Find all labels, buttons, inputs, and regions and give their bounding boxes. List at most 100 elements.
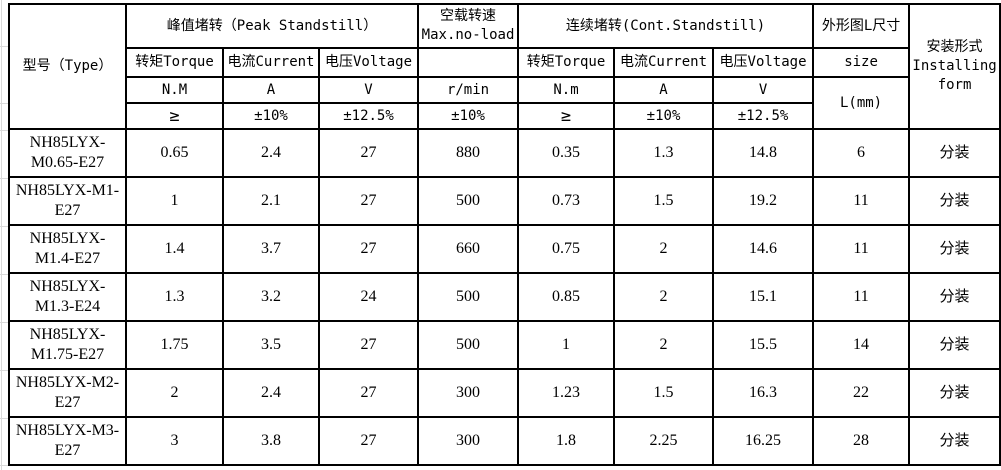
sheet-gridline <box>0 465 8 466</box>
cont-current-cell: 1.3 <box>613 128 715 178</box>
cont-voltage-cell: 15.5 <box>712 320 815 370</box>
cont-torque-header: 转矩Torque <box>517 47 616 78</box>
cont-torque-cell: 0.75 <box>517 224 616 274</box>
no-load-speed-cell: 500 <box>417 176 520 226</box>
cont-torque-cell: 0.35 <box>517 128 616 178</box>
cont-voltage-tolerance: ±12.5% <box>712 102 815 130</box>
no-load-spacer-cell <box>417 47 520 78</box>
cont-voltage-cell: 14.6 <box>712 224 815 274</box>
peak-current-cell: 2.4 <box>222 368 320 418</box>
peak-voltage-header: 电压Voltage <box>317 47 420 78</box>
cont-current-cell: 2.25 <box>613 416 715 466</box>
install-label-en1: Installing <box>912 58 997 75</box>
peak-torque-unit: N.M <box>125 76 224 104</box>
l-size-cell: 28 <box>812 416 911 466</box>
peak-current-tolerance: ±10% <box>222 102 320 130</box>
peak-current-cell: 2.4 <box>222 128 320 178</box>
type-cell: NH85LYX-M1-E27 <box>8 176 127 226</box>
type-cell: NH85LYX-M0.65-E27 <box>8 128 127 178</box>
cont-current-cell: 2 <box>613 320 715 370</box>
peak-voltage-cell: 27 <box>317 416 420 466</box>
no-load-unit: r/min <box>417 76 520 104</box>
type-cell: NH85LYX-M2-E27 <box>8 368 127 418</box>
peak-current-header: 电流Current <box>222 47 320 78</box>
no-load-speed-cell: 880 <box>417 128 520 178</box>
peak-torque-cell: 3 <box>125 416 224 466</box>
header-row-measures: 转矩Torque 电流Current 电压Voltage 转矩Torque 电流… <box>9 47 1000 78</box>
no-load-label-cn: 空载转速 <box>440 8 497 25</box>
col-header-outline-size: 外形图L尺寸 <box>812 3 911 49</box>
l-size-cell: 22 <box>812 368 911 418</box>
table-row: NH85LYX-M1.75-E27 1.75 3.5 27 500 1 2 15… <box>8 320 1001 370</box>
cont-voltage-unit: V <box>712 76 815 104</box>
table-row: NH85LYX-M0.65-E27 0.65 2.4 27 880 0.35 1… <box>8 128 1001 178</box>
cont-voltage-cell: 16.25 <box>712 416 815 466</box>
no-load-speed-cell: 660 <box>417 224 520 274</box>
peak-torque-cell: 1.75 <box>125 320 224 370</box>
col-group-peak-standstill: 峰值堵转（Peak Standstill） <box>124 3 420 49</box>
l-size-cell: 11 <box>812 224 911 274</box>
sheet-gridline <box>0 46 8 47</box>
peak-torque-tolerance: ≥ <box>125 102 224 130</box>
type-cell: NH85LYX-M1.75-E27 <box>8 320 127 370</box>
peak-torque-cell: 1 <box>125 176 224 226</box>
cont-voltage-cell: 15.1 <box>712 272 815 322</box>
type-cell: NH85LYX-M1.4-E27 <box>8 224 127 274</box>
no-load-tolerance: ±10% <box>417 102 520 130</box>
installing-form-cell: 分装 <box>908 128 1001 178</box>
peak-current-cell: 3.8 <box>222 416 320 466</box>
l-mm-unit: L(mm) <box>812 76 911 130</box>
no-load-label-en: Max.no-load <box>421 27 515 43</box>
cont-torque-cell: 1 <box>517 320 616 370</box>
cont-torque-cell: 0.73 <box>517 176 616 226</box>
peak-torque-cell: 0.65 <box>125 128 224 178</box>
peak-current-unit: A <box>222 76 320 104</box>
cont-voltage-cell: 16.3 <box>712 368 815 418</box>
peak-current-cell: 3.2 <box>222 272 320 322</box>
no-load-speed-cell: 500 <box>417 320 520 370</box>
size-header: size <box>812 47 911 78</box>
l-size-cell: 11 <box>812 272 911 322</box>
peak-current-cell: 2.1 <box>222 176 320 226</box>
sheet-gridline-vertical <box>1 0 2 470</box>
type-cell: NH85LYX-M1.3-E24 <box>8 272 127 322</box>
cont-voltage-header: 电压Voltage <box>712 47 815 78</box>
table-row: NH85LYX-M3-E27 3 3.8 27 300 1.8 2.25 16.… <box>8 416 1001 466</box>
header-row-tolerances: ≥ ±10% ±12.5% ±10% ≥ ±10% ±12.5% <box>9 102 1000 130</box>
peak-voltage-cell: 27 <box>317 176 420 226</box>
peak-voltage-cell: 27 <box>317 224 420 274</box>
col-header-no-load: 空载转速 Max.no-load <box>417 3 520 49</box>
l-size-cell: 14 <box>812 320 911 370</box>
peak-torque-cell: 2 <box>125 368 224 418</box>
col-header-type: 型号（Type） <box>8 3 127 130</box>
cont-current-tolerance: ±10% <box>613 102 715 130</box>
peak-voltage-unit: V <box>317 76 420 104</box>
sheet-gridline <box>0 178 8 179</box>
peak-voltage-cell: 27 <box>317 368 420 418</box>
installing-form-cell: 分装 <box>908 224 1001 274</box>
cont-current-cell: 2 <box>613 224 715 274</box>
table-row: NH85LYX-M1.3-E24 1.3 3.2 24 500 0.85 2 1… <box>8 272 1001 322</box>
peak-torque-cell: 1.4 <box>125 224 224 274</box>
l-size-cell: 6 <box>812 128 911 178</box>
table-row: NH85LYX-M1.4-E27 1.4 3.7 27 660 0.75 2 1… <box>8 224 1001 274</box>
col-group-cont-standstill: 连续堵转(Cont.Standstill) <box>517 3 815 49</box>
sheet-gridline <box>0 418 8 419</box>
installing-form-cell: 分装 <box>908 272 1001 322</box>
install-label-en2: form <box>937 76 972 93</box>
l-size-cell: 11 <box>812 176 911 226</box>
cont-torque-cell: 0.85 <box>517 272 616 322</box>
installing-form-cell: 分装 <box>908 416 1001 466</box>
sheet-gridline <box>0 130 8 131</box>
peak-voltage-cell: 24 <box>317 272 420 322</box>
header-row-groups: 型号（Type） 峰值堵转（Peak Standstill） 空载转速 Max.… <box>8 3 1001 130</box>
sheet-gridline <box>0 274 8 275</box>
table-row: NH85LYX-M1-E27 1 2.1 27 500 0.73 1.5 19.… <box>8 176 1001 226</box>
peak-torque-cell: 1.3 <box>125 272 224 322</box>
peak-voltage-tolerance: ±12.5% <box>317 102 420 130</box>
cont-current-header: 电流Current <box>613 47 715 78</box>
installing-form-cell: 分装 <box>908 368 1001 418</box>
cont-current-cell: 2 <box>613 272 715 322</box>
peak-voltage-cell: 27 <box>317 128 420 178</box>
